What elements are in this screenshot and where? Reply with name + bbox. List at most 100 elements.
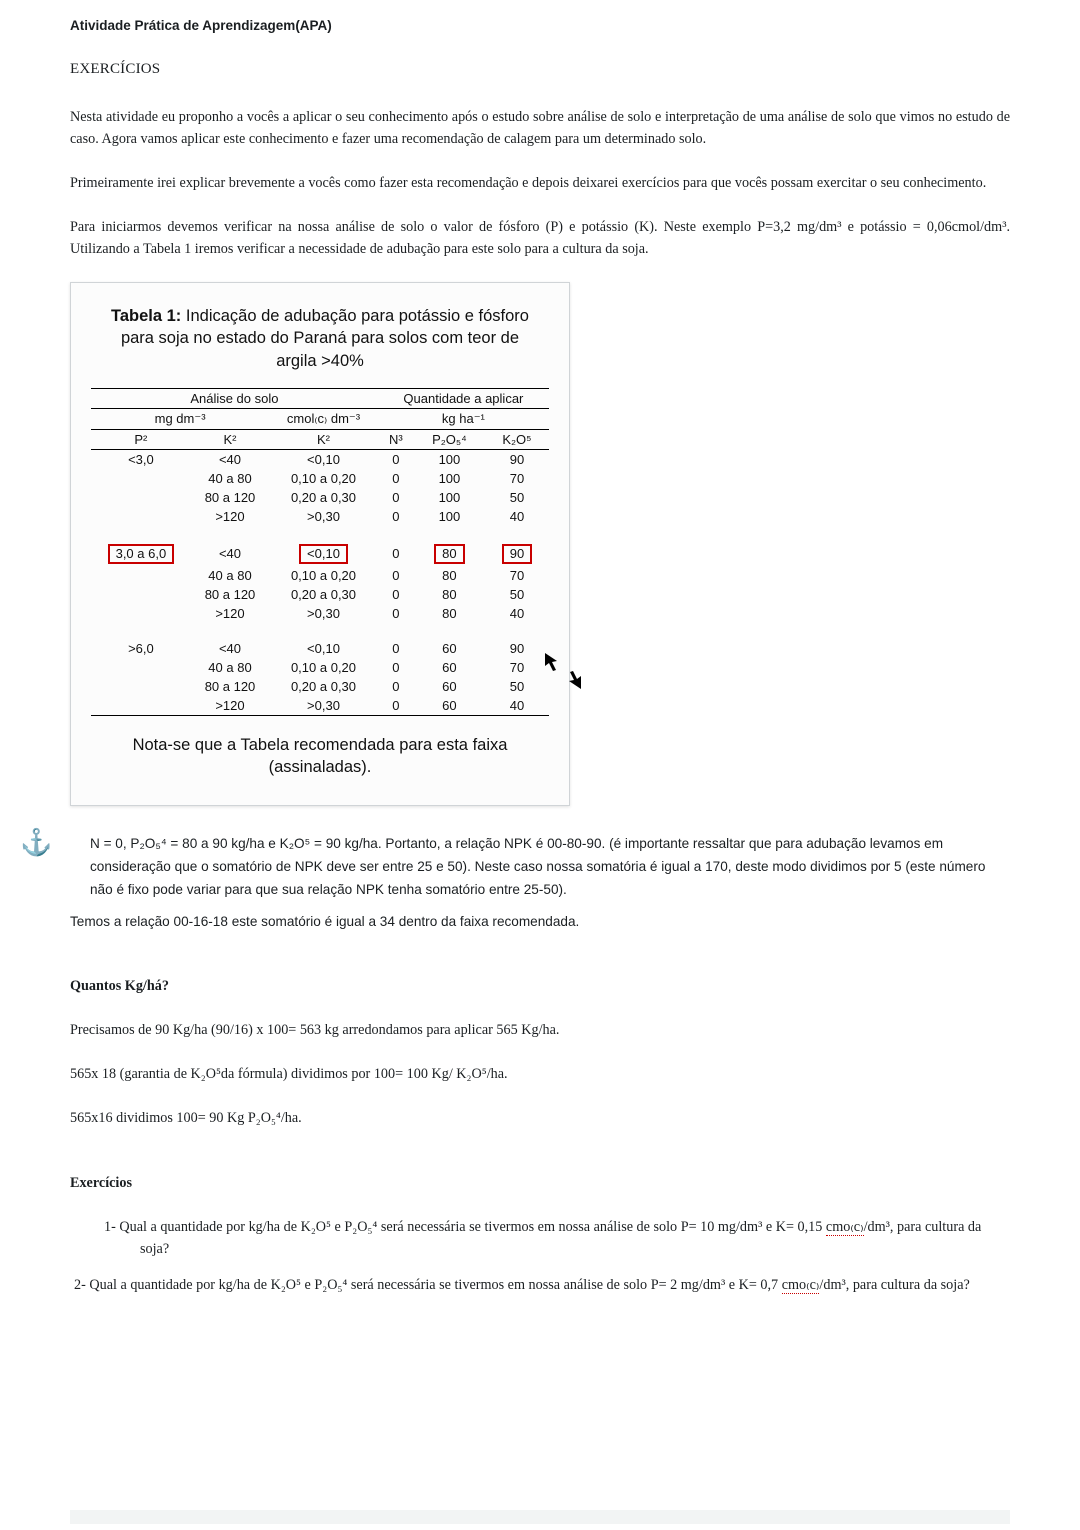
question-1: 1- Qual a quantidade por kg/ha de K₂O⁵ e… xyxy=(70,1216,1010,1260)
table-cell: 40 a 80 xyxy=(191,566,269,585)
table-1-title: Tabela 1: Indicação de adubação para pot… xyxy=(109,305,531,372)
table-cell: 90 xyxy=(485,449,549,469)
relation-line: Temos a relação 00-16-18 este somatório … xyxy=(70,911,1010,932)
table-1-title-rest: Indicação de adubação para potássio e fó… xyxy=(121,307,529,370)
table-cell: 100 xyxy=(414,449,485,469)
calc-line-1: Precisamos de 90 Kg/ha (90/16) x 100= 56… xyxy=(70,1019,1010,1041)
table-cell: 70 xyxy=(485,469,549,488)
table-cell: 0,20 a 0,30 xyxy=(269,585,378,604)
table-cell: 0 xyxy=(378,542,414,566)
intro-paragraph-3: Para iniciarmos devemos verificar na nos… xyxy=(70,216,1010,260)
table-cell: <0,10 xyxy=(269,449,378,469)
exercises-subheading: Exercícios xyxy=(70,1175,1010,1192)
table-cell-p: 3,0 a 6,0 xyxy=(91,542,191,623)
table-cell: 70 xyxy=(485,566,549,585)
th-unit-cmol: cmol₍c₎ dm⁻³ xyxy=(269,408,378,429)
table-cell: <40 xyxy=(191,449,269,469)
table-cell: 40 a 80 xyxy=(191,469,269,488)
table-cell: <40 xyxy=(191,542,269,566)
table-cell: 0 xyxy=(378,658,414,677)
question-2: 2- Qual a quantidade por kg/ha de K₂O⁵ e… xyxy=(70,1274,1010,1296)
table-cell: >0,30 xyxy=(269,696,378,716)
q2-pre: 2- Qual a quantidade por kg/ha de K₂O⁵ e… xyxy=(74,1277,782,1293)
table-cell: 50 xyxy=(485,585,549,604)
npk-explain: N = 0, P₂O₅⁴ = 80 a 90 kg/ha e K₂O⁵ = 90… xyxy=(70,832,1010,901)
calc-line-3: 565x16 dividimos 100= 90 Kg P₂O₅⁴/ha. xyxy=(70,1107,1010,1129)
table-cell: 0 xyxy=(378,566,414,585)
table-cell: 0 xyxy=(378,585,414,604)
table-1-note: Nota-se que a Tabela recomendada para es… xyxy=(121,734,519,779)
table-cell: 0,10 a 0,20 xyxy=(269,566,378,585)
table-cell: <40 xyxy=(191,639,269,658)
table-cell: 60 xyxy=(414,696,485,716)
table-row: >6,0<40<0,1006090 xyxy=(91,639,549,658)
th-quantidade: Quantidade a aplicar xyxy=(378,388,549,408)
table-cell: <0,10 xyxy=(269,639,378,658)
table-cell: 50 xyxy=(485,677,549,696)
table-cell: 0 xyxy=(378,488,414,507)
fertilizer-table: Análise do solo Quantidade a aplicar mg … xyxy=(91,388,549,716)
table-cell: 100 xyxy=(414,507,485,526)
table-cell: 60 xyxy=(414,639,485,658)
table-cell: 80 a 120 xyxy=(191,677,269,696)
table-1-figure: Tabela 1: Indicação de adubação para pot… xyxy=(70,282,570,806)
table-cell: 100 xyxy=(414,488,485,507)
q2-spellerr: cmo₍c₎ xyxy=(782,1277,820,1294)
table-cell: 0,20 a 0,30 xyxy=(269,677,378,696)
table-cell: >120 xyxy=(191,696,269,716)
page-root: Atividade Prática de Aprendizagem(APA) E… xyxy=(0,0,1080,1350)
table-cell: 80 xyxy=(414,585,485,604)
th-unit-mg: mg dm⁻³ xyxy=(91,408,269,429)
intro-paragraph-1: Nesta atividade eu proponho a vocês a ap… xyxy=(70,106,1010,150)
footer-bar xyxy=(70,1510,1010,1524)
table-row: 3,0 a 6,0<40<0,1008090 xyxy=(91,542,549,566)
kg-heading: Quantos Kg/há? xyxy=(70,978,1010,995)
anchor-icon: ⚓ xyxy=(20,830,52,856)
th-col-k1: K² xyxy=(191,429,269,449)
table-cell: 0 xyxy=(378,469,414,488)
th-unit-kg: kg ha⁻¹ xyxy=(378,408,549,429)
table-cell: >120 xyxy=(191,604,269,623)
table-cell-p: >6,0 xyxy=(91,639,191,716)
table-cell: 50 xyxy=(485,488,549,507)
table-cell: 60 xyxy=(414,677,485,696)
table-cell: >0,30 xyxy=(269,507,378,526)
table-cell: 0 xyxy=(378,639,414,658)
table-1-title-bold: Tabela 1: xyxy=(111,307,181,325)
table-cell: 0 xyxy=(378,604,414,623)
table-cell: 0,10 a 0,20 xyxy=(269,469,378,488)
th-col-k2: K² xyxy=(269,429,378,449)
th-col-p: P² xyxy=(91,429,191,449)
table-cell: 80 a 120 xyxy=(191,488,269,507)
table-cell: 90 xyxy=(485,542,549,566)
table-cell: 0 xyxy=(378,449,414,469)
table-cell: 40 xyxy=(485,604,549,623)
table-cell: 70 xyxy=(485,658,549,677)
q1-spellerr: cmo₍c₎ xyxy=(826,1219,864,1236)
th-col-p2o5: P₂O₅⁴ xyxy=(414,429,485,449)
table-cell: 40 a 80 xyxy=(191,658,269,677)
exercises-heading: EXERCÍCIOS xyxy=(70,61,1010,78)
intro-paragraph-2: Primeiramente irei explicar brevemente a… xyxy=(70,172,1010,194)
table-cell: 0 xyxy=(378,507,414,526)
table-cell: 100 xyxy=(414,469,485,488)
q2-post: /dm³, para cultura da soja? xyxy=(819,1277,969,1293)
table-cell: 80 xyxy=(414,542,485,566)
table-cell: 80 xyxy=(414,566,485,585)
th-col-n: N³ xyxy=(378,429,414,449)
table-gap xyxy=(91,526,549,542)
table-row: <3,0<40<0,10010090 xyxy=(91,449,549,469)
anchor-row: ⚓ N = 0, P₂O₅⁴ = 80 a 90 kg/ha e K₂O⁵ = … xyxy=(70,832,1010,901)
table-cell-p: <3,0 xyxy=(91,449,191,526)
table-cell: 80 a 120 xyxy=(191,585,269,604)
th-col-k2o: K₂O⁵ xyxy=(485,429,549,449)
activity-title: Atividade Prática de Aprendizagem(APA) xyxy=(70,18,1010,33)
table-cell: 0 xyxy=(378,696,414,716)
table-cell: 90 xyxy=(485,639,549,658)
table-cell: 0 xyxy=(378,677,414,696)
q1-pre: 1- Qual a quantidade por kg/ha de K₂O⁵ e… xyxy=(104,1219,826,1235)
table-cell: 40 xyxy=(485,507,549,526)
table-cell: >0,30 xyxy=(269,604,378,623)
th-analise: Análise do solo xyxy=(91,388,378,408)
table-cell: <0,10 xyxy=(269,542,378,566)
